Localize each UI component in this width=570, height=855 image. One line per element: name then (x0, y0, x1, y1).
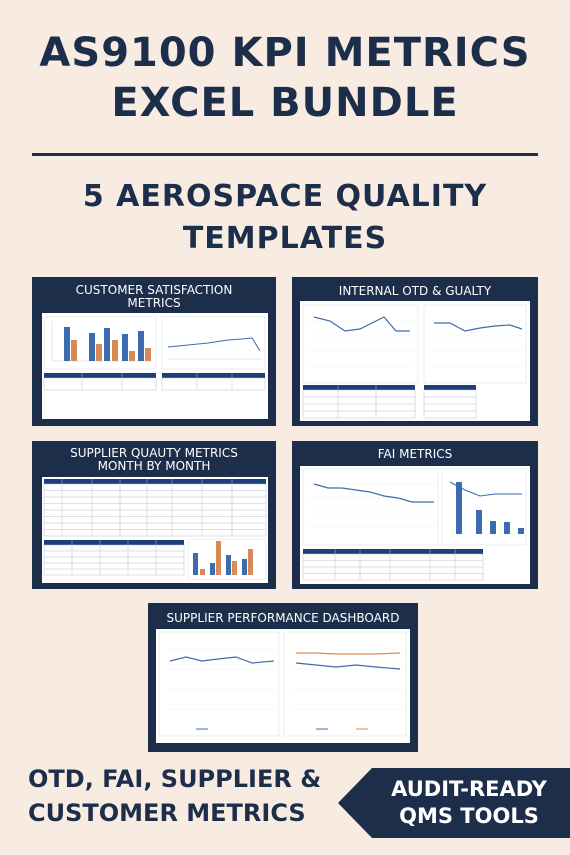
preview-graphics (158, 631, 407, 737)
spreadsheet-preview (300, 301, 530, 421)
internal-otd-panel: INTERNAL OTD & GUALTY (292, 277, 538, 426)
panel-title: FAI METRICS (377, 447, 453, 461)
title-line-2: EXCEL BUNDLE (111, 80, 459, 126)
panel-title-line-1: CUSTOMER SATISFACTION (75, 283, 233, 297)
fai-metrics-panel: FAI METRICS (292, 441, 538, 589)
page-title: AS9100 KPI METRICS EXCEL BUNDLE (0, 28, 570, 128)
preview-graphics (43, 479, 267, 580)
panel-title: CUSTOMER SATISFACTION METRICS (32, 284, 276, 310)
divider (32, 153, 538, 156)
spreadsheet-preview (156, 629, 410, 743)
badge-text: AUDIT-READY QMS TOOLS (374, 776, 564, 830)
badge-arrow-shape (338, 768, 570, 838)
preview-graphics (43, 316, 266, 391)
panel-title-line-1: SUPPLIER QUAUTY METRICS (70, 446, 238, 460)
spreadsheet-preview (42, 313, 268, 419)
audit-ready-badge: AUDIT-READY QMS TOOLS (338, 768, 570, 838)
footer-tagline: OTD, FAI, SUPPLIER & CUSTOMER METRICS (28, 762, 328, 830)
title-line-1: AS9100 KPI METRICS (39, 30, 531, 76)
panel-title-line-2: METRICS (127, 296, 181, 310)
subtitle-line-2: TEMPLATES (182, 221, 388, 256)
badge-line-2: QMS TOOLS (399, 804, 539, 828)
customer-satisfaction-panel: CUSTOMER SATISFACTION METRICS (32, 277, 276, 426)
supplier-quality-panel: SUPPLIER QUAUTY METRICS MONTH BY MONTH (32, 441, 276, 589)
panel-title: INTERNAL OTD & GUALTY (338, 284, 492, 298)
panel-title: SUPPLIER PERFORMANCE DASHBOARD (166, 611, 400, 625)
bar-series (64, 327, 144, 361)
footer-line-1: OTD, FAI, SUPPLIER & (28, 765, 322, 793)
subtitle: 5 AEROSPACE QUALITY TEMPLATES (0, 176, 570, 260)
preview-graphics (302, 468, 527, 581)
spreadsheet-preview (300, 466, 530, 584)
subtitle-line-1: 5 AEROSPACE QUALITY (82, 179, 488, 214)
supplier-performance-panel: SUPPLIER PERFORMANCE DASHBOARD (148, 603, 418, 752)
spreadsheet-preview (42, 477, 268, 583)
panel-title-line-2: MONTH BY MONTH (97, 459, 211, 473)
preview-graphics (302, 304, 527, 419)
badge-line-1: AUDIT-READY (391, 777, 547, 801)
panel-title: SUPPLIER QUAUTY METRICS MONTH BY MONTH (32, 447, 276, 473)
footer-line-2: CUSTOMER METRICS (28, 799, 306, 827)
